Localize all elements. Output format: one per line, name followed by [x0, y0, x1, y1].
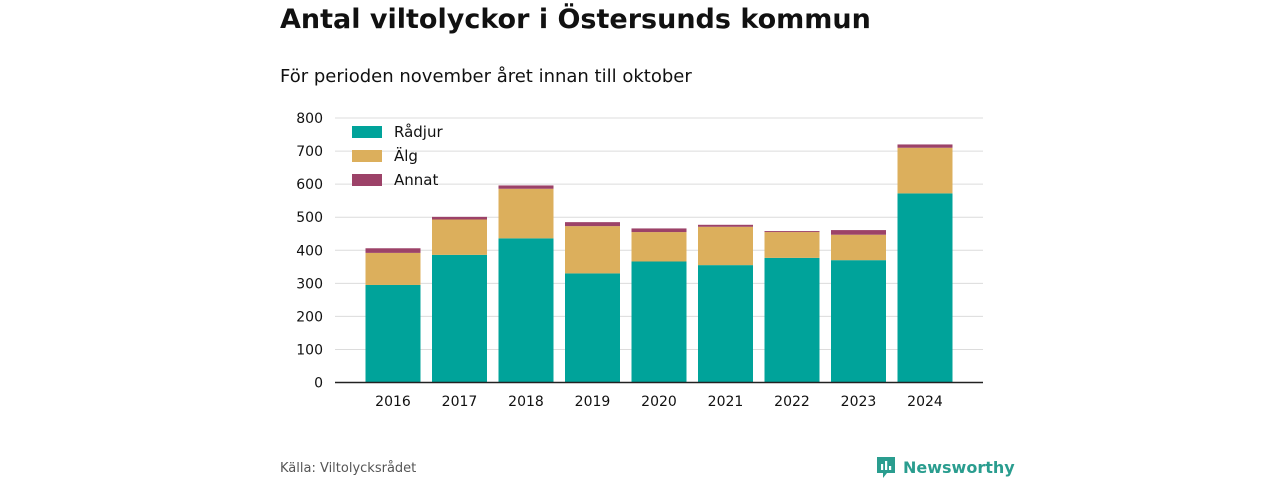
y-tick-label: 100 — [296, 342, 323, 358]
brand-name: Newsworthy — [903, 457, 1015, 477]
bar-segment — [764, 257, 820, 383]
bar-segment — [631, 232, 687, 262]
bar-segment — [831, 230, 886, 235]
brand-logo[interactable]: Newsworthy — [875, 455, 1015, 479]
y-tick-label: 600 — [296, 177, 323, 193]
bar-segment — [432, 216, 487, 220]
legend-label: Rådjur — [394, 123, 443, 141]
bar-segment — [831, 260, 886, 383]
legend-swatch — [352, 126, 382, 138]
bar-segment — [897, 193, 953, 383]
bar-segment — [897, 147, 953, 194]
bar-segment — [565, 273, 620, 383]
chart-subtitle: För perioden november året innan till ok… — [280, 66, 692, 87]
legend-label: Älg — [394, 146, 418, 165]
y-tick-label: 0 — [314, 376, 323, 392]
y-axis-ticks: 0 100 200 300 400 500 600 700 800 — [296, 111, 323, 392]
bar-segment — [365, 252, 421, 285]
bar-segment — [565, 226, 620, 274]
x-tick-label: 2024 — [907, 394, 943, 410]
x-tick-label: 2023 — [841, 394, 877, 410]
y-tick-label: 500 — [296, 210, 323, 226]
y-tick-label: 800 — [296, 111, 323, 127]
x-tick-label: 2017 — [442, 394, 478, 410]
x-tick-label: 2021 — [708, 394, 744, 410]
bar-segment — [365, 248, 421, 253]
source-note: Källa: Viltolycksrådet — [280, 461, 417, 476]
bar-segment — [698, 265, 753, 383]
bar-segment — [432, 219, 487, 255]
newsworthy-logo-icon — [877, 457, 895, 478]
bar-segment — [631, 228, 687, 233]
bar-segment — [498, 188, 554, 239]
bar-segment — [698, 224, 753, 227]
legend-label: Annat — [394, 171, 438, 189]
x-tick-label: 2018 — [508, 394, 544, 410]
bar-segment — [498, 238, 554, 383]
x-tick-label: 2022 — [774, 394, 810, 410]
bar-segment — [764, 231, 820, 233]
bar-segment — [698, 226, 753, 266]
bar-segment — [365, 284, 421, 383]
y-tick-label: 700 — [296, 144, 323, 160]
bar-segment — [831, 234, 886, 261]
y-tick-label: 200 — [296, 309, 323, 325]
bar-segment — [897, 144, 953, 148]
bars — [365, 144, 953, 383]
legend: Rådjur Älg Annat — [352, 123, 443, 189]
y-tick-label: 400 — [296, 243, 323, 259]
y-tick-label: 300 — [296, 276, 323, 292]
x-tick-label: 2020 — [641, 394, 677, 410]
legend-swatch — [352, 174, 382, 186]
bar-segment — [432, 254, 487, 383]
x-tick-label: 2016 — [375, 394, 411, 410]
x-axis-ticks: 2016 2017 2018 2019 2020 2021 2022 2023 2024 — [375, 394, 943, 410]
bar-segment — [498, 185, 554, 189]
chart-title: Antal viltolyckor i Östersunds kommun — [280, 4, 871, 35]
bar-segment — [565, 222, 620, 227]
bar-segment — [764, 232, 820, 258]
bar-segment — [631, 261, 687, 383]
x-tick-label: 2019 — [575, 394, 611, 410]
legend-swatch — [352, 150, 382, 162]
